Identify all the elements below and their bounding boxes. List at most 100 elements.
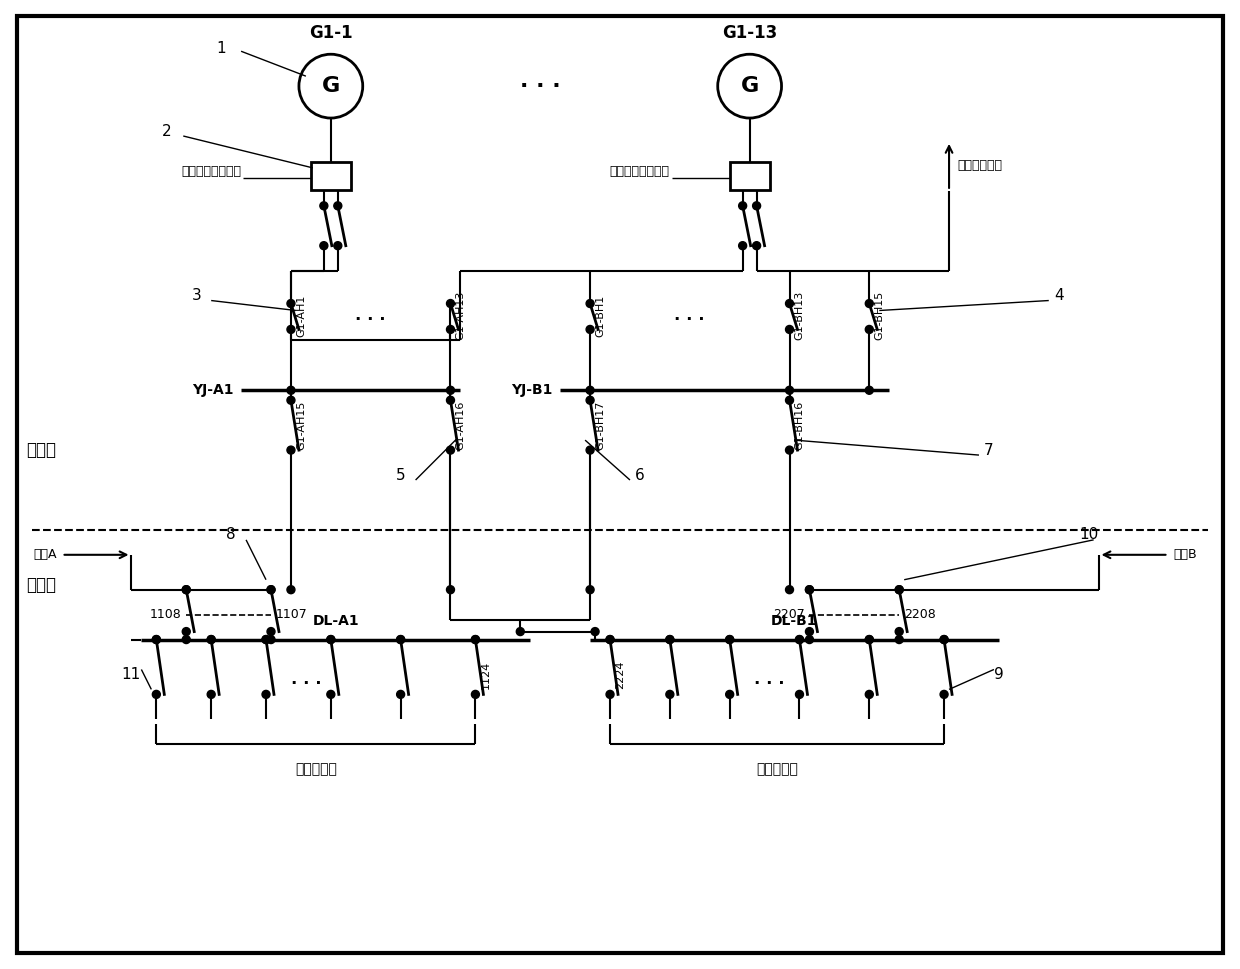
Text: 11: 11 — [122, 667, 141, 682]
Text: 1: 1 — [216, 41, 226, 56]
Text: 馈线至负载: 馈线至负载 — [295, 763, 337, 776]
Circle shape — [446, 585, 455, 594]
Circle shape — [397, 636, 404, 643]
Circle shape — [725, 636, 734, 643]
Circle shape — [397, 636, 404, 643]
Circle shape — [785, 387, 794, 394]
Text: 3: 3 — [191, 288, 201, 303]
Text: 2208: 2208 — [904, 609, 936, 621]
Bar — [729, 162, 770, 190]
Circle shape — [866, 299, 873, 307]
Circle shape — [471, 636, 480, 643]
Text: G1-AH15: G1-AH15 — [296, 400, 306, 450]
Text: . . .: . . . — [356, 306, 386, 325]
Text: DL-A1: DL-A1 — [312, 613, 360, 628]
Circle shape — [327, 636, 335, 643]
Text: G1-1: G1-1 — [309, 24, 352, 43]
Circle shape — [806, 636, 813, 643]
Text: YJ-A1: YJ-A1 — [192, 384, 233, 397]
Circle shape — [785, 299, 794, 307]
Circle shape — [587, 326, 594, 333]
Circle shape — [286, 585, 295, 594]
Circle shape — [262, 636, 270, 643]
Circle shape — [785, 326, 794, 333]
Circle shape — [587, 396, 594, 404]
Text: . . .: . . . — [675, 306, 706, 325]
Circle shape — [587, 446, 594, 454]
Circle shape — [153, 690, 160, 699]
Text: 2207: 2207 — [773, 609, 805, 621]
Circle shape — [895, 636, 903, 643]
Circle shape — [286, 326, 295, 333]
Text: 市电B: 市电B — [1173, 548, 1197, 561]
Text: G: G — [740, 77, 759, 96]
Circle shape — [327, 690, 335, 699]
Text: 9: 9 — [994, 667, 1004, 682]
Text: YJ-B1: YJ-B1 — [511, 384, 552, 397]
Circle shape — [327, 636, 335, 643]
Circle shape — [866, 636, 873, 643]
Circle shape — [182, 628, 190, 636]
Circle shape — [587, 585, 594, 594]
Circle shape — [739, 241, 746, 250]
Circle shape — [397, 690, 404, 699]
Circle shape — [940, 636, 949, 643]
Circle shape — [446, 396, 455, 404]
Circle shape — [286, 299, 295, 307]
Circle shape — [866, 326, 873, 333]
Circle shape — [895, 628, 903, 636]
Circle shape — [785, 585, 794, 594]
Circle shape — [739, 202, 746, 210]
Text: G1-BH15: G1-BH15 — [874, 291, 884, 340]
Circle shape — [806, 585, 813, 594]
Text: 6: 6 — [635, 467, 645, 483]
Text: 7: 7 — [985, 443, 993, 457]
Circle shape — [153, 636, 160, 643]
Text: . . .: . . . — [290, 671, 321, 688]
Text: 市电A: 市电A — [33, 548, 57, 561]
Circle shape — [587, 299, 594, 307]
Circle shape — [785, 396, 794, 404]
Text: 2: 2 — [161, 123, 171, 139]
Circle shape — [286, 446, 295, 454]
Circle shape — [591, 628, 599, 636]
Text: G1-BH17: G1-BH17 — [595, 400, 605, 450]
Text: 10: 10 — [1079, 527, 1099, 543]
Circle shape — [895, 585, 903, 594]
Text: DL-B1: DL-B1 — [771, 613, 817, 628]
Circle shape — [796, 690, 804, 699]
Circle shape — [471, 690, 480, 699]
Circle shape — [666, 636, 673, 643]
Circle shape — [666, 690, 673, 699]
Circle shape — [606, 636, 614, 643]
Circle shape — [334, 241, 342, 250]
Circle shape — [446, 326, 455, 333]
Text: 8: 8 — [227, 527, 236, 543]
Text: 4: 4 — [1054, 288, 1064, 303]
Circle shape — [182, 636, 190, 643]
Text: 市电侧: 市电侧 — [27, 576, 57, 594]
Circle shape — [267, 628, 275, 636]
Circle shape — [666, 636, 673, 643]
Circle shape — [606, 690, 614, 699]
Text: 5: 5 — [396, 467, 405, 483]
Circle shape — [286, 396, 295, 404]
Text: 1108: 1108 — [150, 609, 181, 621]
Circle shape — [267, 585, 275, 594]
Text: G1-13: G1-13 — [722, 24, 777, 43]
Circle shape — [334, 202, 342, 210]
Circle shape — [286, 387, 295, 394]
Circle shape — [320, 241, 327, 250]
Circle shape — [806, 585, 813, 594]
Circle shape — [725, 636, 734, 643]
Circle shape — [262, 690, 270, 699]
Circle shape — [207, 690, 216, 699]
Circle shape — [267, 636, 275, 643]
Circle shape — [153, 636, 160, 643]
Circle shape — [446, 446, 455, 454]
Text: 发电机出口断路器: 发电机出口断路器 — [181, 166, 241, 178]
Text: 1107: 1107 — [277, 609, 308, 621]
Circle shape — [753, 241, 760, 250]
Circle shape — [207, 636, 216, 643]
Bar — [311, 162, 351, 190]
